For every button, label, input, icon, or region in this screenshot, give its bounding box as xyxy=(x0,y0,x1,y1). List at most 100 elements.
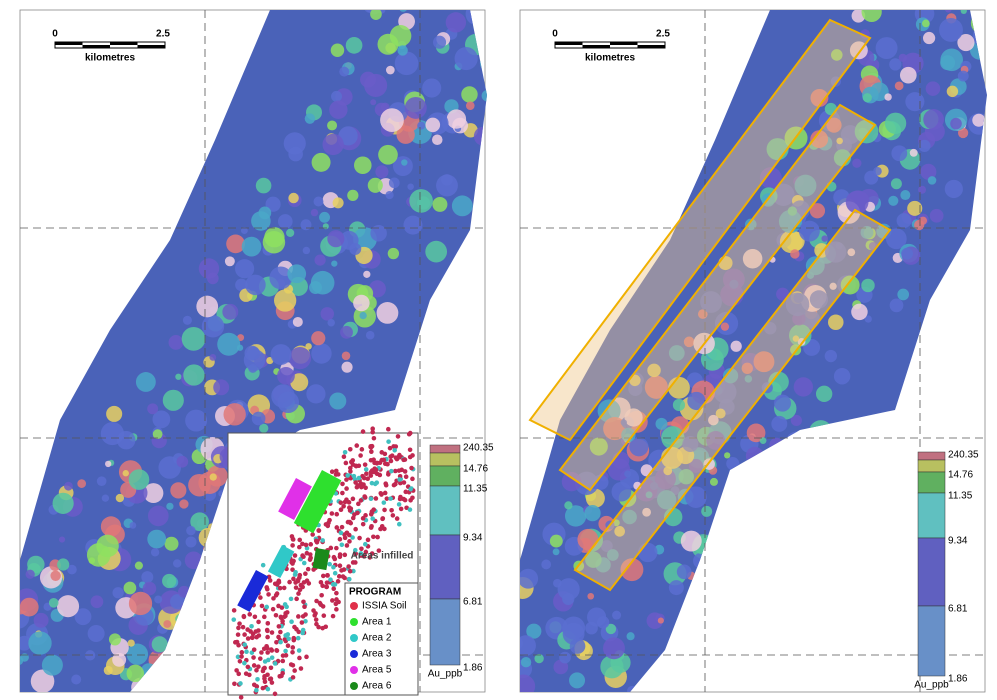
sample-point xyxy=(369,496,374,501)
terrain-blob xyxy=(129,469,150,490)
terrain-blob xyxy=(49,598,59,608)
terrain-blob xyxy=(570,638,586,654)
legend-label: 9.34 xyxy=(463,533,483,544)
sample-point xyxy=(389,469,394,474)
sample-point xyxy=(338,537,343,542)
terrain-blob xyxy=(447,109,466,128)
sample-point xyxy=(374,496,379,501)
terrain-blob xyxy=(96,535,119,558)
terrain-blob xyxy=(151,548,159,556)
terrain-blob xyxy=(370,8,382,20)
terrain-blob xyxy=(436,175,458,197)
sample-point xyxy=(242,614,247,619)
terrain-blob xyxy=(612,482,632,502)
terrain-blob xyxy=(771,416,787,432)
legend-swatch xyxy=(350,650,358,658)
terrain-blob xyxy=(135,562,143,570)
terrain-blob xyxy=(101,422,124,445)
sample-point xyxy=(270,680,275,685)
sample-point xyxy=(262,676,267,681)
sample-point xyxy=(363,495,368,500)
terrain-blob xyxy=(217,333,240,356)
sample-point xyxy=(236,672,241,677)
sample-point xyxy=(334,546,339,551)
legend-item: ISSIA Soil xyxy=(362,601,406,612)
sample-point xyxy=(392,448,397,453)
terrain-blob xyxy=(901,248,913,260)
terrain-blob xyxy=(278,214,293,229)
sample-point xyxy=(349,460,354,465)
sample-point xyxy=(277,624,282,629)
sample-point xyxy=(389,459,394,464)
sample-point xyxy=(319,593,324,598)
terrain-blob xyxy=(899,54,907,62)
terrain-blob xyxy=(128,639,135,646)
sample-point xyxy=(236,626,241,631)
sample-point xyxy=(276,635,281,640)
terrain-blob xyxy=(461,86,477,102)
sample-point xyxy=(371,534,376,539)
sample-point xyxy=(254,688,259,693)
sample-point xyxy=(264,605,269,610)
sample-point xyxy=(331,582,336,587)
terrain-blob xyxy=(329,100,347,118)
sample-point xyxy=(299,666,304,671)
sample-point xyxy=(317,528,322,533)
terrain-blob xyxy=(64,482,73,491)
sample-point xyxy=(364,467,369,472)
sample-point xyxy=(242,661,247,666)
sample-point xyxy=(370,516,375,521)
legend-label: 240.35 xyxy=(948,450,979,461)
legend-item: Area 3 xyxy=(362,649,392,660)
terrain-blob xyxy=(900,67,917,84)
sample-point xyxy=(265,650,270,655)
terrain-blob xyxy=(112,587,123,598)
terrain-blob xyxy=(926,81,941,96)
sample-point xyxy=(338,563,343,568)
sample-point xyxy=(361,429,366,434)
sample-point xyxy=(266,658,271,663)
terrain-blob xyxy=(339,67,349,77)
terrain-blob xyxy=(794,377,813,396)
terrain-blob xyxy=(360,72,376,88)
sample-point xyxy=(363,462,368,467)
terrain-blob xyxy=(242,237,262,257)
terrain-blob xyxy=(252,412,266,426)
terrain-blob xyxy=(910,149,918,157)
terrain-blob xyxy=(42,655,63,676)
terrain-blob xyxy=(900,190,910,200)
terrain-blob xyxy=(209,354,216,361)
terrain-blob xyxy=(186,526,196,536)
terrain-blob xyxy=(677,564,692,579)
terrain-blob xyxy=(9,615,19,625)
sample-point xyxy=(293,553,298,558)
scale-start: 0 xyxy=(52,29,58,40)
terrain-blob xyxy=(890,299,904,313)
sample-point xyxy=(297,656,302,661)
terrain-blob xyxy=(501,22,523,44)
terrain-blob xyxy=(311,209,318,216)
terrain-blob xyxy=(852,159,861,168)
terrain-blob xyxy=(905,92,924,111)
sample-point xyxy=(240,650,245,655)
legend-swatch xyxy=(350,634,358,642)
terrain-blob xyxy=(327,230,344,247)
sample-point xyxy=(409,466,414,471)
sample-point xyxy=(370,481,375,486)
sample-point xyxy=(286,643,291,648)
sample-point xyxy=(357,536,362,541)
legend-band xyxy=(430,445,460,453)
sample-point xyxy=(327,562,332,567)
terrain-blob xyxy=(141,571,153,583)
sample-point xyxy=(242,632,247,637)
sample-point xyxy=(339,542,344,547)
sample-point xyxy=(342,576,347,581)
terrain-blob xyxy=(349,243,361,255)
terrain-blob xyxy=(341,362,352,373)
sample-point xyxy=(294,585,299,590)
sample-point xyxy=(254,635,259,640)
terrain-blob xyxy=(993,43,997,51)
terrain-blob xyxy=(914,220,924,230)
sample-point xyxy=(281,653,286,658)
legend-label: 1.86 xyxy=(463,663,483,674)
